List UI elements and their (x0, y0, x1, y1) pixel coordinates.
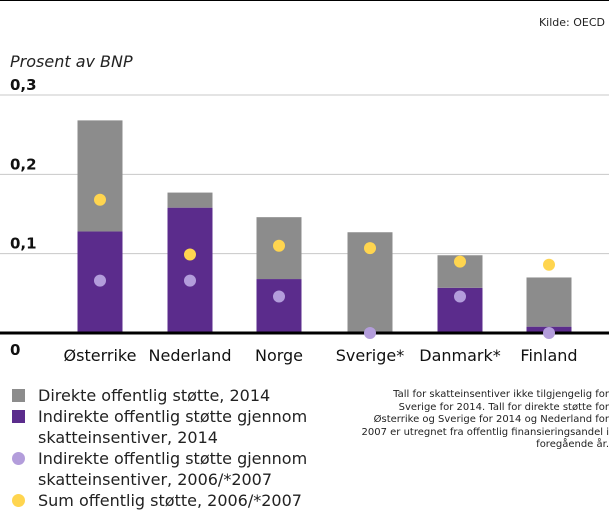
x-tick-label: Danmark* (419, 346, 501, 365)
data-point (364, 327, 376, 339)
bar-segment (77, 120, 123, 232)
x-tick-labels: Østerrike Nederland Norge Sverige* Danmark* F… (64, 346, 578, 365)
source-label: Kilde: OECD (539, 16, 605, 29)
legend-label: Direkte offentlig støtte, 2014 (38, 386, 271, 405)
data-point (184, 248, 196, 261)
legend-marker (12, 389, 25, 402)
data-point (273, 290, 285, 303)
bar-segment (167, 192, 213, 208)
data-point (543, 327, 555, 339)
bar-segment (167, 207, 213, 333)
data-point (273, 239, 285, 252)
data-point (184, 274, 196, 287)
legend-item: Indirekte offentlig støtte gjennom skatt… (10, 406, 340, 448)
chart: Kilde: OECD Prosent av BNP 0 0,1 0,2 0,3 Øs… (0, 0, 609, 365)
data-point (543, 258, 555, 271)
data-point (454, 290, 466, 303)
data-point (454, 255, 466, 268)
y-tick-label: 0,2 (10, 155, 37, 173)
data-point (94, 274, 106, 287)
data-point (94, 193, 106, 206)
legend-marker (12, 410, 25, 423)
y-tick-label: 0,1 (10, 235, 37, 253)
legend: Direkte offentlig støtte, 2014 Indirekte … (10, 385, 340, 511)
x-tick-label: Østerrike (64, 346, 137, 365)
legend-label: Sum offentlig støtte, 2006/*2007 (38, 491, 302, 510)
legend-label: Indirekte offentlig støtte gjennom skatt… (38, 407, 308, 447)
points (94, 193, 555, 339)
y-tick-label: 0 (10, 341, 20, 359)
x-tick-label: Nederland (149, 346, 232, 365)
x-tick-label: Norge (255, 346, 303, 365)
bar-segment (256, 279, 302, 333)
data-point (364, 242, 376, 255)
bar-segment (526, 277, 572, 327)
legend-item: Direkte offentlig støtte, 2014 (10, 385, 340, 406)
x-tick-label: Finland (520, 346, 577, 365)
footnote: Tall for skatteinsentiver ikke tilgjenge… (361, 389, 609, 450)
y-axis-title: Prosent av BNP (10, 52, 133, 71)
legend-item: Indirekte offentlig støtte gjennom skatt… (10, 448, 340, 490)
legend-label: Indirekte offentlig støtte gjennom skatt… (38, 449, 308, 489)
y-tick-label: 0,3 (10, 76, 37, 94)
legend-item: Sum offentlig støtte, 2006/*2007 (10, 490, 340, 511)
bars (0, 120, 609, 335)
x-tick-label: Sverige* (336, 346, 405, 365)
legend-marker (12, 494, 25, 507)
y-tick-labels: 0 0,1 0,2 0,3 (10, 76, 37, 359)
legend-marker (12, 452, 25, 465)
